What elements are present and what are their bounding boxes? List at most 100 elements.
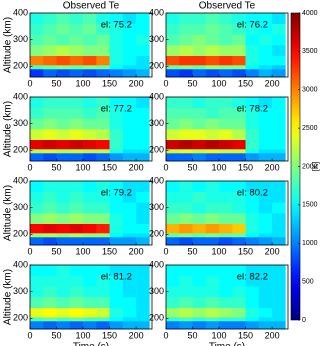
heatmap-cell (96, 69, 110, 78)
heatmap-cell (43, 321, 57, 330)
heatmap-cell (166, 321, 180, 330)
heatmap-cell (179, 307, 193, 318)
heatmap-cell (232, 149, 246, 154)
heatmap-cell (166, 223, 180, 234)
heatmap-cell (205, 149, 220, 154)
heatmap-cell (179, 129, 193, 140)
x-tick-label: 200 (265, 78, 280, 88)
heatmap-cell (166, 153, 180, 162)
heatmap-cell (232, 275, 246, 287)
heatmap-cell (272, 69, 286, 78)
heatmap-cell (96, 317, 110, 322)
heatmap-cell (122, 233, 137, 238)
heatmap-cell (136, 118, 150, 130)
heatmap-cell (43, 223, 57, 234)
heatmap-cell (192, 213, 207, 224)
heatmap-cell (43, 307, 57, 318)
heatmap-cell (43, 297, 57, 308)
heatmap-cell (122, 118, 137, 130)
heatmap-cell (43, 233, 57, 238)
heatmap-cell (96, 23, 110, 35)
heatmap-cell (272, 65, 286, 70)
heatmap-cell (232, 69, 246, 78)
y-tick-label: 400 (13, 7, 28, 17)
heatmap-cell (56, 23, 71, 35)
heatmap-cell (96, 237, 110, 246)
heatmap-cell (192, 286, 207, 298)
heatmap-cell (245, 181, 260, 192)
heatmap-cell (56, 213, 71, 224)
heatmap-cell (179, 181, 193, 192)
heatmap-cell (69, 118, 84, 130)
heatmap-cell (219, 34, 233, 46)
heatmap-cell (136, 286, 150, 298)
heatmap-cell (69, 223, 84, 234)
colorbar-label: [K] (311, 162, 320, 172)
x-tick-label: 100 (76, 330, 91, 340)
heatmap-cell (258, 129, 273, 140)
heatmap-cell (232, 118, 246, 130)
heatmap-cell (272, 223, 286, 234)
plot-frame (29, 96, 153, 162)
heatmap-cell (258, 97, 273, 108)
heatmap-cell (83, 191, 97, 203)
heatmap-cell (43, 181, 57, 192)
heatmap-cell (122, 45, 137, 56)
heatmap-cell (258, 233, 273, 238)
heatmap-cell (30, 321, 44, 330)
heatmap-cell (179, 153, 193, 162)
heatmap-cell (69, 107, 84, 119)
heatmap-cell (30, 297, 44, 308)
heatmap-cell (83, 202, 97, 214)
heatmap-cell (166, 65, 180, 70)
heatmap-cell (83, 297, 97, 308)
heatmap-cell (179, 317, 193, 322)
heatmap-cell (258, 237, 273, 246)
heatmap-cell (245, 69, 260, 78)
heatmap-cell (43, 202, 57, 214)
heatmap-cell (136, 317, 150, 322)
heatmap-cell (166, 307, 180, 318)
heatmap-cell (69, 55, 84, 66)
heatmap-cell (192, 149, 207, 154)
plot-frame (165, 264, 289, 330)
heatmap-cell (96, 153, 110, 162)
heatmap-cell (96, 191, 110, 203)
heatmap-cell (192, 129, 207, 140)
elevation-label: el: 81.2 (101, 272, 132, 283)
heatmap-cell (179, 45, 193, 56)
heatmap-cell (30, 153, 44, 162)
x-tick-label: 100 (212, 246, 227, 256)
heatmap-cell (245, 297, 260, 308)
heatmap-cell (219, 321, 233, 330)
heatmap-cell (122, 55, 137, 66)
heatmap-cell (43, 69, 57, 78)
heatmap-cell (96, 321, 110, 330)
heatmap-cell (30, 23, 44, 35)
x-tick-label: 50 (52, 78, 62, 88)
heatmap-cell (192, 223, 207, 234)
heatmap-cell (166, 317, 180, 322)
heatmap-cell (56, 297, 71, 308)
heatmap-cell (83, 213, 97, 224)
heatmap-cell (136, 213, 150, 224)
heatmap-cell (245, 55, 260, 66)
heatmap-cell (69, 34, 84, 46)
heatmap-cell (122, 213, 137, 224)
heatmap-cell (245, 45, 260, 56)
heatmap-cell (122, 237, 137, 246)
heatmap-cell (232, 265, 246, 276)
heatmap-cell (245, 129, 260, 140)
y-tick-label: 200 (149, 145, 164, 155)
x-tick-label: 150 (238, 162, 253, 172)
heatmap-cell (96, 213, 110, 224)
heatmap-cell (192, 65, 207, 70)
x-tick-label: 200 (265, 162, 280, 172)
heatmap-cell (166, 118, 180, 130)
heatmap-cell (245, 149, 260, 154)
heatmap-cell (179, 139, 193, 150)
heatmap-cell (30, 139, 44, 150)
heatmap-cell (83, 153, 97, 162)
heatmap-cell (56, 233, 71, 238)
heatmap-cell (56, 265, 71, 276)
